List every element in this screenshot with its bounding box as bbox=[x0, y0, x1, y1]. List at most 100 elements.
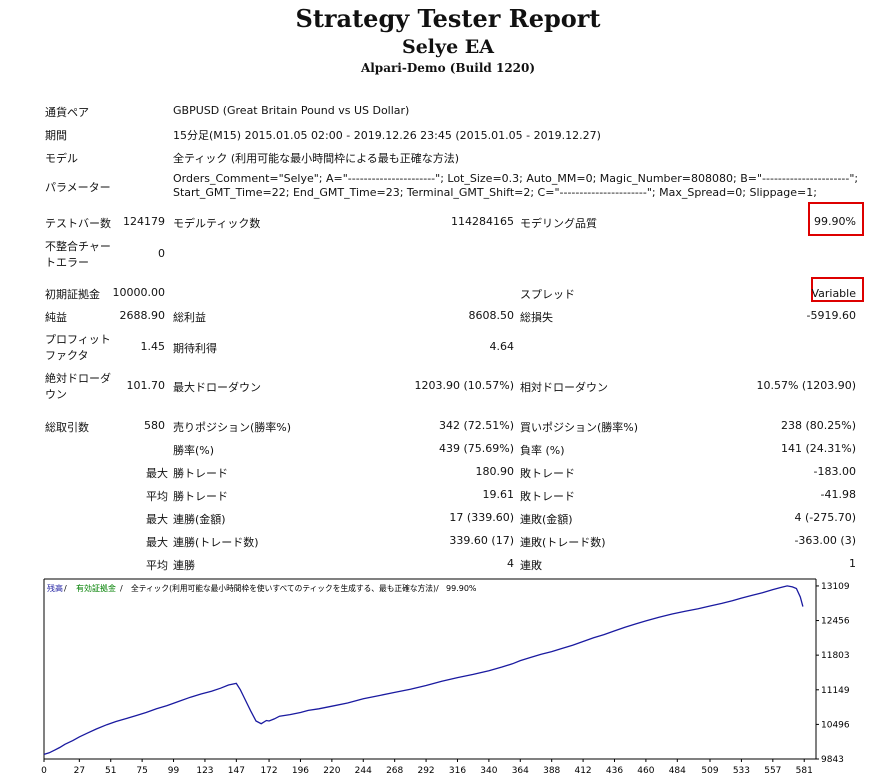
rel-drawdown-label: 相対ドローダウン bbox=[520, 381, 608, 394]
cons-losses-trades-value: -363.00 (3) bbox=[794, 534, 856, 547]
x-tick-label: 268 bbox=[386, 766, 403, 776]
gross-profit-value: 8608.50 bbox=[468, 309, 515, 322]
x-tick-label: 220 bbox=[323, 766, 340, 776]
max-prefix-1: 最大 bbox=[146, 467, 168, 480]
x-tick-label: 51 bbox=[105, 766, 116, 776]
loss-rate-value: 141 (24.31%) bbox=[780, 442, 856, 455]
legend-model: 全ティック(利用可能な最小時間枠を使いすべてのティックを生成する、最も正確な方法… bbox=[131, 583, 436, 593]
x-tick-label: 460 bbox=[637, 766, 654, 776]
x-tick-label: 364 bbox=[512, 766, 529, 776]
server-name: Alpari-Demo (Build 1220) bbox=[360, 61, 536, 75]
ticks-value: 114284165 bbox=[451, 215, 514, 228]
max-prefix-2: 最大 bbox=[146, 513, 168, 526]
x-tick-label: 292 bbox=[417, 766, 434, 776]
params-line-1: Orders_Comment="Selye"; A="-------------… bbox=[173, 172, 859, 185]
bars-value: 124179 bbox=[123, 215, 165, 228]
x-tick-label: 581 bbox=[796, 766, 813, 776]
profit-factor-label-2: ファクタ bbox=[45, 349, 89, 362]
avg-prefix-2: 平均 bbox=[146, 559, 168, 572]
legend-separator-2: / bbox=[120, 584, 123, 593]
total-trades-value: 580 bbox=[144, 419, 165, 432]
x-tick-label: 0 bbox=[41, 766, 47, 776]
cons-wins-trades-label: 連勝(トレード数) bbox=[173, 536, 259, 549]
largest-win-value: 180.90 bbox=[475, 465, 515, 478]
long-positions-value: 238 (80.25%) bbox=[780, 419, 856, 432]
legend-quality: 99.90% bbox=[446, 584, 477, 593]
mismatch-label-1: 不整合チャー bbox=[45, 240, 111, 253]
largest-loss-value: -183.00 bbox=[813, 465, 856, 478]
x-tick-label: 557 bbox=[764, 766, 781, 776]
x-tick-label: 27 bbox=[74, 766, 85, 776]
cons-wins-money-label: 連勝(金額) bbox=[173, 513, 226, 526]
y-tick-label: 13109 bbox=[821, 582, 850, 592]
expected-payoff-value: 4.64 bbox=[489, 340, 515, 353]
cons-losses-money-label: 連敗(金額) bbox=[520, 513, 573, 526]
largest-loss-label: 敗トレード bbox=[520, 467, 575, 480]
params-label: パラメーター bbox=[45, 181, 111, 194]
short-positions-label: 売りポジション(勝率%) bbox=[173, 421, 292, 434]
avg-cons-wins-value: 4 bbox=[507, 557, 514, 570]
symbol-value: GBPUSD (Great Britain Pound vs US Dollar… bbox=[173, 104, 410, 117]
avg-loss-value: -41.98 bbox=[820, 488, 856, 501]
abs-drawdown-value: 101.70 bbox=[126, 379, 166, 392]
x-tick-label: 509 bbox=[701, 766, 718, 776]
long-positions-label: 買いポジション(勝率%) bbox=[520, 421, 639, 434]
avg-cons-wins-label: 連勝 bbox=[173, 559, 195, 572]
period-value: 15分足(M15) 2015.01.05 02:00 - 2019.12.26 … bbox=[173, 129, 601, 142]
gross-loss-value: -5919.60 bbox=[806, 309, 856, 322]
short-positions-value: 342 (72.51%) bbox=[438, 419, 514, 432]
y-tick-label: 11803 bbox=[821, 651, 850, 661]
total-trades-label: 総取引数 bbox=[45, 421, 89, 434]
period-label: 期間 bbox=[45, 129, 67, 142]
avg-cons-losses-label: 連敗 bbox=[520, 559, 542, 572]
model-label: モデル bbox=[45, 152, 78, 165]
max-prefix-3: 最大 bbox=[146, 536, 168, 549]
loss-rate-label: 負率 (%) bbox=[520, 444, 565, 457]
y-tick-label: 10496 bbox=[821, 720, 850, 730]
x-tick-label: 484 bbox=[669, 766, 686, 776]
avg-cons-losses-value: 1 bbox=[849, 557, 856, 570]
x-tick-label: 340 bbox=[480, 766, 497, 776]
y-tick-label: 9843 bbox=[821, 755, 844, 765]
bars-label: テストバー数 bbox=[45, 217, 111, 230]
quality-label: モデリング品質 bbox=[520, 217, 597, 230]
x-tick-label: 533 bbox=[733, 766, 750, 776]
x-tick-label: 123 bbox=[196, 766, 213, 776]
legend-separator-3: / bbox=[436, 584, 439, 593]
net-profit-value: 2688.90 bbox=[119, 309, 166, 322]
x-tick-label: 75 bbox=[136, 766, 147, 776]
ticks-label: モデルティック数 bbox=[173, 217, 261, 230]
params-line-2: Start_GMT_Time=22; End_GMT_Time=23; Term… bbox=[173, 186, 817, 199]
max-drawdown-label: 最大ドローダウン bbox=[173, 381, 261, 394]
mismatch-label-2: トエラー bbox=[45, 256, 89, 269]
legend-equity: 有効証拠金 bbox=[76, 583, 116, 593]
quality-highlight-box bbox=[808, 202, 864, 236]
rel-drawdown-value: 10.57% (1203.90) bbox=[756, 379, 856, 392]
balance-line bbox=[43, 585, 804, 756]
x-tick-label: 436 bbox=[606, 766, 623, 776]
spread-highlight-box bbox=[811, 277, 864, 302]
spread-label: スプレッド bbox=[520, 288, 575, 301]
model-value: 全ティック (利用可能な最小時間枠による最も正確な方法) bbox=[173, 152, 460, 165]
legend-separator-1: / bbox=[64, 584, 67, 593]
expected-payoff-label: 期待利得 bbox=[173, 342, 217, 355]
avg-win-label: 勝トレード bbox=[173, 490, 228, 503]
win-rate-value: 439 (75.69%) bbox=[438, 442, 514, 455]
largest-win-label: 勝トレード bbox=[173, 467, 228, 480]
deposit-value: 10000.00 bbox=[112, 286, 166, 299]
balance-chart: 0 27 51 75 99 123 147 172 196 220 244 268 292 316 340 3… bbox=[0, 572, 896, 779]
x-tick-label: 99 bbox=[168, 766, 180, 776]
avg-win-value: 19.61 bbox=[482, 488, 515, 501]
report-title: Strategy Tester Report bbox=[295, 4, 601, 33]
quality-value: 99.90% bbox=[814, 215, 856, 228]
y-tick-label: 11149 bbox=[821, 686, 850, 696]
cons-wins-trades-value: 339.60 (17) bbox=[449, 534, 514, 547]
x-tick-label: 388 bbox=[543, 766, 560, 776]
ea-name: Selye EA bbox=[402, 36, 494, 58]
deposit-label: 初期証拠金 bbox=[45, 288, 100, 301]
y-tick-label: 12456 bbox=[821, 617, 850, 627]
max-drawdown-value: 1203.90 (10.57%) bbox=[414, 379, 514, 392]
profit-factor-label-1: プロフィット bbox=[45, 333, 111, 346]
x-tick-label: 147 bbox=[228, 766, 245, 776]
x-tick-label: 172 bbox=[260, 766, 277, 776]
